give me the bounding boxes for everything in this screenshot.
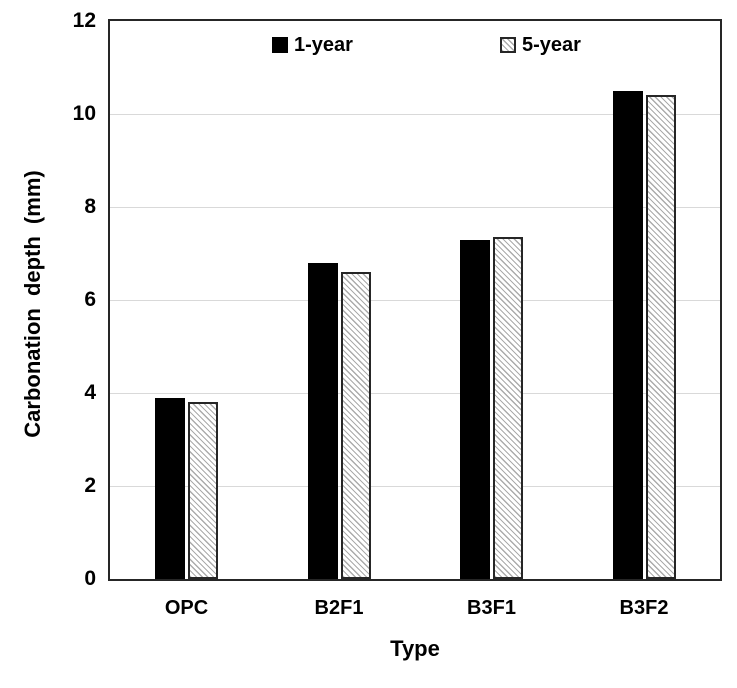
bar-1-year-B3F2	[612, 90, 643, 579]
legend-item-1-year: 1-year	[272, 35, 353, 55]
bar-5-year-B3F1	[493, 237, 524, 579]
legend-swatch-hatch	[500, 37, 516, 53]
y-axis-tick-label-4: 4	[84, 381, 96, 404]
y-axis-tick-label-0: 0	[84, 567, 96, 590]
gridline-y-4	[110, 393, 720, 394]
gridline-y-10	[110, 114, 720, 115]
bar-5-year-B2F1	[340, 272, 371, 579]
x-axis-category-label-OPC: OPC	[164, 597, 209, 619]
bar-5-year-B3F2	[645, 95, 676, 579]
x-axis-category-label-B2F1: B2F1	[314, 597, 364, 619]
bar-1-year-OPC	[155, 397, 186, 579]
x-axis-title: Type	[390, 636, 440, 661]
legend-label-5-year: 5-year	[522, 34, 581, 56]
y-axis-tick-label-8: 8	[84, 195, 96, 218]
gridline-y-2	[110, 486, 720, 487]
gridline-y-6	[110, 300, 720, 301]
x-axis-category-label-B3F2: B3F2	[619, 597, 669, 619]
y-axis-tick-label-6: 6	[84, 288, 96, 311]
y-axis-tick-label-12: 12	[72, 9, 96, 32]
legend-label-1-year: 1-year	[294, 34, 353, 56]
legend-item-5-year: 5-year	[500, 35, 581, 55]
bar-1-year-B2F1	[307, 262, 338, 579]
legend: 1-year 5-year	[110, 35, 720, 55]
bar-1-year-B3F1	[460, 239, 491, 579]
legend-swatch-solid	[272, 37, 288, 53]
gridline-y-8	[110, 207, 720, 208]
bar-5-year-OPC	[188, 402, 219, 579]
x-axis-category-label-B3F1: B3F1	[467, 597, 516, 619]
plot-area: 1-year 5-year	[110, 21, 720, 579]
y-axis-tick-label-2: 2	[84, 474, 96, 497]
y-axis-tick-label-10: 10	[72, 102, 96, 125]
